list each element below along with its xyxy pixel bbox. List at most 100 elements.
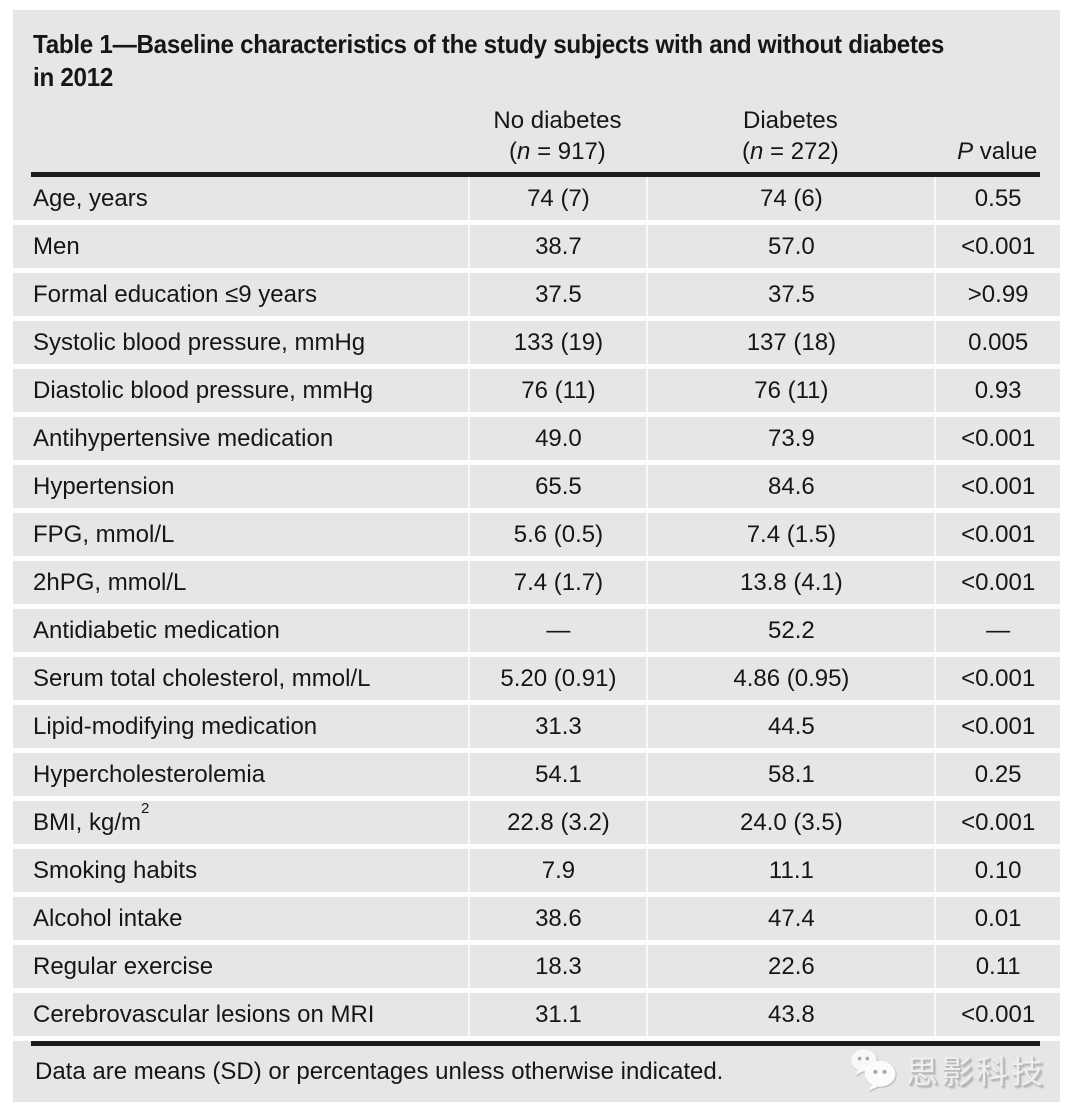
- p-value: >0.99: [934, 273, 1060, 316]
- table-row: BMI, kg/m2 22.8 (3.2) 24.0 (3.5) <0.001: [13, 801, 1060, 849]
- diabetes-value: 37.5: [646, 273, 934, 316]
- row-label: Men: [33, 232, 80, 260]
- table-row: Antidiabetic medication — 52.2 —: [13, 609, 1060, 657]
- wechat-icon: [851, 1048, 896, 1091]
- diabetes-value: 7.4 (1.5): [646, 513, 934, 556]
- row-label: Regular exercise: [33, 952, 214, 980]
- table-row: Regular exercise 18.3 22.6 0.11: [13, 945, 1060, 993]
- diabetes-value: 137 (18): [646, 321, 934, 364]
- table-row: Smoking habits 7.9 11.1 0.10: [13, 849, 1060, 897]
- table-row: Age, years 74 (7) 74 (6) 0.55: [13, 177, 1060, 225]
- diabetes-value: 22.6: [646, 945, 934, 988]
- p-value: <0.001: [934, 225, 1060, 268]
- table-row: Diastolic blood pressure, mmHg 76 (11) 7…: [13, 369, 1060, 417]
- column-header-diabetes: Diabetes (n = 272): [646, 105, 934, 167]
- diabetes-value: 44.5: [646, 705, 934, 748]
- no-diabetes-value: —: [468, 609, 646, 652]
- table-footnote: Data are means (SD) or percentages unles…: [35, 1057, 724, 1085]
- p-value: <0.001: [934, 465, 1060, 508]
- diabetes-value: 52.2: [646, 609, 934, 652]
- table-row: Hypertension 65.5 84.6 <0.001: [13, 465, 1060, 513]
- no-diabetes-count: (n = 917): [509, 138, 606, 165]
- diabetes-value: 13.8 (4.1): [646, 561, 934, 604]
- header-rule: [31, 172, 1040, 177]
- diabetes-count: (n = 272): [742, 138, 839, 165]
- no-diabetes-value: 38.6: [468, 897, 646, 940]
- row-label: Systolic blood pressure, mmHg: [33, 328, 366, 356]
- p-value: 0.10: [934, 849, 1060, 892]
- row-label: Antidiabetic medication: [33, 616, 280, 644]
- table-row: Systolic blood pressure, mmHg 133 (19) 1…: [13, 321, 1060, 369]
- p-value: 0.11: [934, 945, 1060, 988]
- table-row: Alcohol intake 38.6 47.4 0.01: [13, 897, 1060, 945]
- no-diabetes-value: 54.1: [468, 753, 646, 796]
- table-row: Serum total cholesterol, mmol/L 5.20 (0.…: [13, 657, 1060, 705]
- row-label: Formal education ≤9 years: [33, 280, 317, 308]
- no-diabetes-value: 31.1: [468, 993, 646, 1036]
- row-label: Lipid-modifying medication: [33, 712, 318, 740]
- row-label: Diastolic blood pressure, mmHg: [33, 376, 374, 404]
- p-value: <0.001: [934, 705, 1060, 748]
- no-diabetes-value: 22.8 (3.2): [468, 801, 646, 844]
- table-row: Antihypertensive medication 49.0 73.9 <0…: [13, 417, 1060, 465]
- table-title: Table 1—Baseline characteristics of the …: [33, 28, 970, 94]
- p-value: <0.001: [934, 561, 1060, 604]
- p-value: <0.001: [934, 417, 1060, 460]
- table-row: FPG, mmol/L 5.6 (0.5) 7.4 (1.5) <0.001: [13, 513, 1060, 561]
- no-diabetes-value: 18.3: [468, 945, 646, 988]
- diabetes-value: 24.0 (3.5): [646, 801, 934, 844]
- footer-rule: [31, 1041, 1040, 1046]
- diabetes-value: 11.1: [646, 849, 934, 892]
- p-value: <0.001: [934, 513, 1060, 556]
- diabetes-value: 73.9: [646, 417, 934, 460]
- table-row: Cerebrovascular lesions on MRI 31.1 43.8…: [13, 993, 1060, 1041]
- row-label: Smoking habits: [33, 856, 198, 884]
- row-label: Alcohol intake: [33, 904, 183, 932]
- no-diabetes-value: 31.3: [468, 705, 646, 748]
- table-title-line1: Table 1—Baseline characteristics of the …: [33, 29, 945, 59]
- row-label: Serum total cholesterol, mmol/L: [33, 664, 371, 692]
- watermark: 思影科技: [850, 1047, 1046, 1093]
- row-label: FPG, mmol/L: [33, 520, 175, 548]
- p-value: <0.001: [934, 657, 1060, 700]
- no-diabetes-value: 74 (7): [468, 177, 646, 220]
- diabetes-value: 43.8: [646, 993, 934, 1036]
- p-value: <0.001: [934, 801, 1060, 844]
- no-diabetes-value: 5.20 (0.91): [468, 657, 646, 700]
- no-diabetes-value: 49.0: [468, 417, 646, 460]
- watermark-text: 思影科技: [905, 1053, 1046, 1090]
- p-value: 0.01: [934, 897, 1060, 940]
- table-row: 2hPG, mmol/L 7.4 (1.7) 13.8 (4.1) <0.001: [13, 561, 1060, 609]
- diabetes-label: Diabetes: [743, 107, 838, 134]
- row-label: 2hPG, mmol/L: [33, 568, 187, 596]
- table-body: Age, years 74 (7) 74 (6) 0.55 Men 38.7 5…: [13, 177, 1060, 1041]
- row-label: Age, years: [33, 184, 148, 212]
- diabetes-value: 76 (11): [646, 369, 934, 412]
- no-diabetes-value: 76 (11): [468, 369, 646, 412]
- table-row: Hypercholesterolemia 54.1 58.1 0.25: [13, 753, 1060, 801]
- table-row: Lipid-modifying medication 31.3 44.5 <0.…: [13, 705, 1060, 753]
- no-diabetes-value: 133 (19): [468, 321, 646, 364]
- table-row: Formal education ≤9 years 37.5 37.5 >0.9…: [13, 273, 1060, 321]
- column-header-no-diabetes: No diabetes (n = 917): [468, 105, 646, 167]
- diabetes-value: 57.0: [646, 225, 934, 268]
- p-value: <0.001: [934, 993, 1060, 1036]
- no-diabetes-value: 5.6 (0.5): [468, 513, 646, 556]
- p-value: 0.55: [934, 177, 1060, 220]
- no-diabetes-value: 65.5: [468, 465, 646, 508]
- diabetes-value: 84.6: [646, 465, 934, 508]
- diabetes-value: 58.1: [646, 753, 934, 796]
- table-row: Men 38.7 57.0 <0.001: [13, 225, 1060, 273]
- row-label: Hypertension: [33, 472, 175, 500]
- diabetes-value: 74 (6): [646, 177, 934, 220]
- diabetes-value: 4.86 (0.95): [646, 657, 934, 700]
- no-diabetes-value: 38.7: [468, 225, 646, 268]
- no-diabetes-value: 37.5: [468, 273, 646, 316]
- row-label: Cerebrovascular lesions on MRI: [33, 1000, 375, 1028]
- table-title-line2: in 2012: [33, 62, 114, 92]
- row-label: Antihypertensive medication: [33, 424, 334, 452]
- row-label: Hypercholesterolemia: [33, 760, 266, 788]
- diabetes-value: 47.4: [646, 897, 934, 940]
- row-label: BMI, kg/m2: [33, 799, 150, 836]
- p-value: 0.005: [934, 321, 1060, 364]
